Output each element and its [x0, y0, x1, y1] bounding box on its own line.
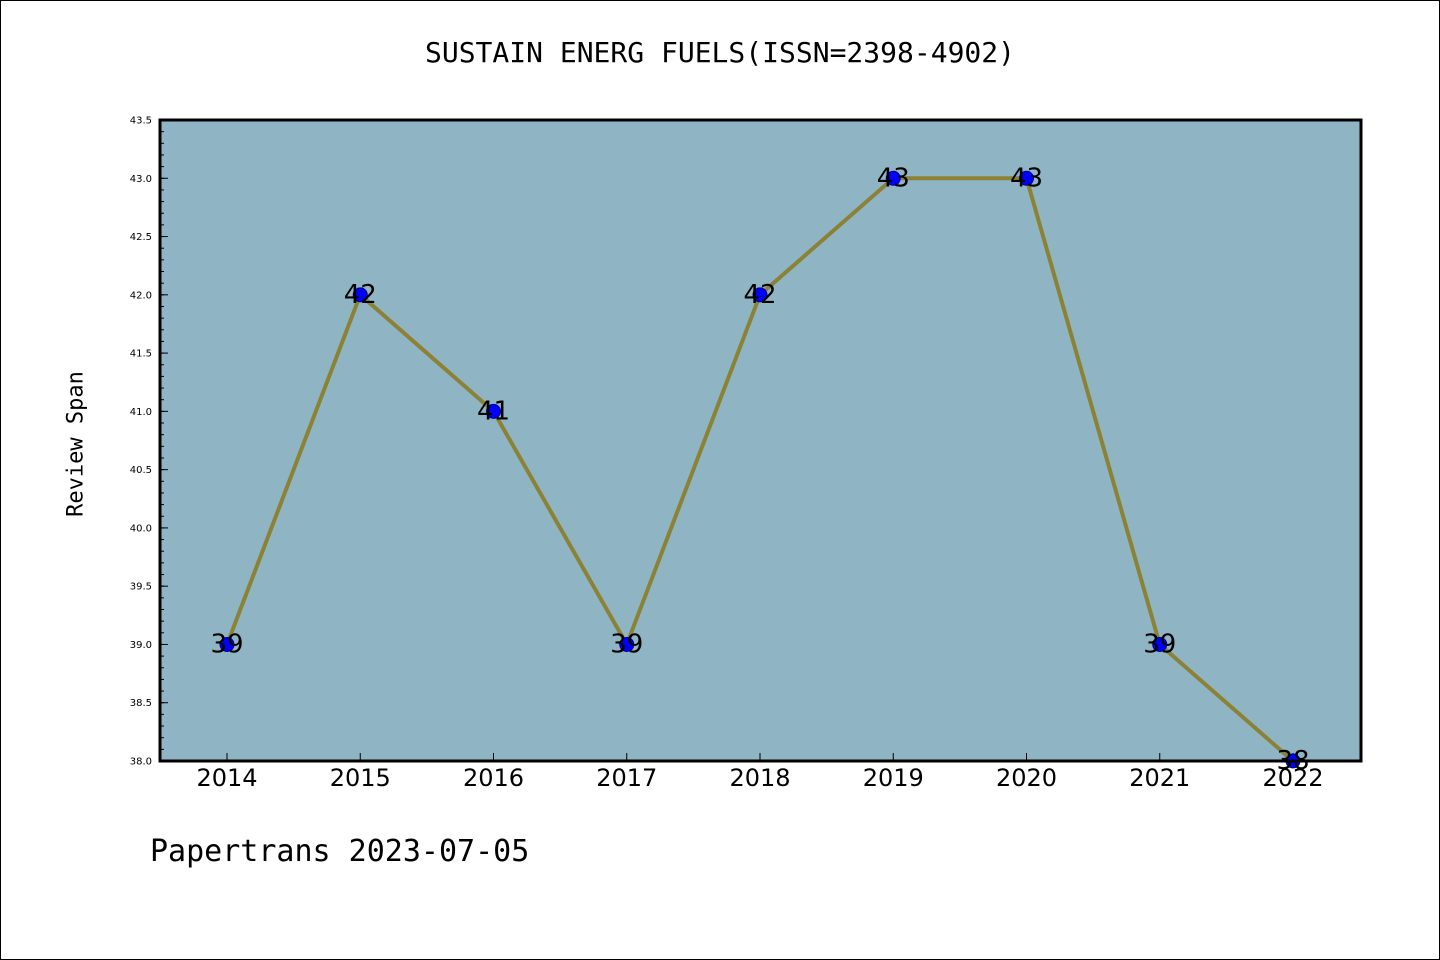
plot-area — [160, 120, 1361, 761]
data-point — [619, 636, 635, 652]
data-point — [885, 170, 901, 186]
data-point — [1152, 636, 1168, 652]
data-label: 42 — [344, 280, 377, 310]
y-tick-label: 42.5 — [130, 232, 152, 243]
x-tick-label: 2018 — [729, 764, 790, 792]
x-tick-label: 2019 — [863, 764, 924, 792]
y-tick-label: 43.5 — [130, 116, 152, 127]
x-tick-label: 2021 — [1129, 764, 1190, 792]
data-label: 43 — [877, 163, 910, 193]
data-label: 42 — [743, 280, 776, 310]
x-tick-label: 2020 — [996, 764, 1057, 792]
data-label: 39 — [1143, 629, 1176, 659]
y-tick-label: 40.5 — [130, 465, 152, 476]
footer-caption: Papertrans 2023-07-05 — [150, 834, 530, 869]
data-point — [219, 636, 235, 652]
plot-border — [158, 118, 1363, 763]
data-point — [352, 287, 368, 303]
data-point — [752, 287, 768, 303]
x-tick-label: 2016 — [463, 764, 524, 792]
y-tick-label: 42.0 — [130, 290, 152, 301]
y-tick-label: 41.5 — [130, 349, 152, 360]
y-tick-label: 40.0 — [130, 523, 152, 534]
data-label: 41 — [477, 396, 510, 426]
y-tick-label: 39.0 — [130, 640, 152, 651]
data-point — [1019, 170, 1034, 186]
y-tick-label: 38.5 — [130, 698, 152, 709]
data-label: 39 — [610, 629, 643, 659]
data-label: 43 — [1010, 163, 1043, 193]
data-point — [486, 403, 501, 419]
x-tick-label: 2022 — [1262, 764, 1323, 792]
y-tick-label: 39.5 — [130, 582, 152, 593]
x-tick-label: 2014 — [196, 764, 257, 792]
x-tick-label: 2015 — [330, 764, 391, 792]
data-label: 39 — [210, 629, 243, 659]
y-tick-label: 41.0 — [130, 407, 152, 418]
y-tick-label: 38.0 — [130, 757, 152, 768]
chart-title: SUSTAIN ENERG FUELS(ISSN=2398-4902) — [424, 36, 1015, 69]
x-tick-label: 2017 — [596, 764, 657, 792]
y-tick-label: 43.0 — [130, 174, 152, 185]
